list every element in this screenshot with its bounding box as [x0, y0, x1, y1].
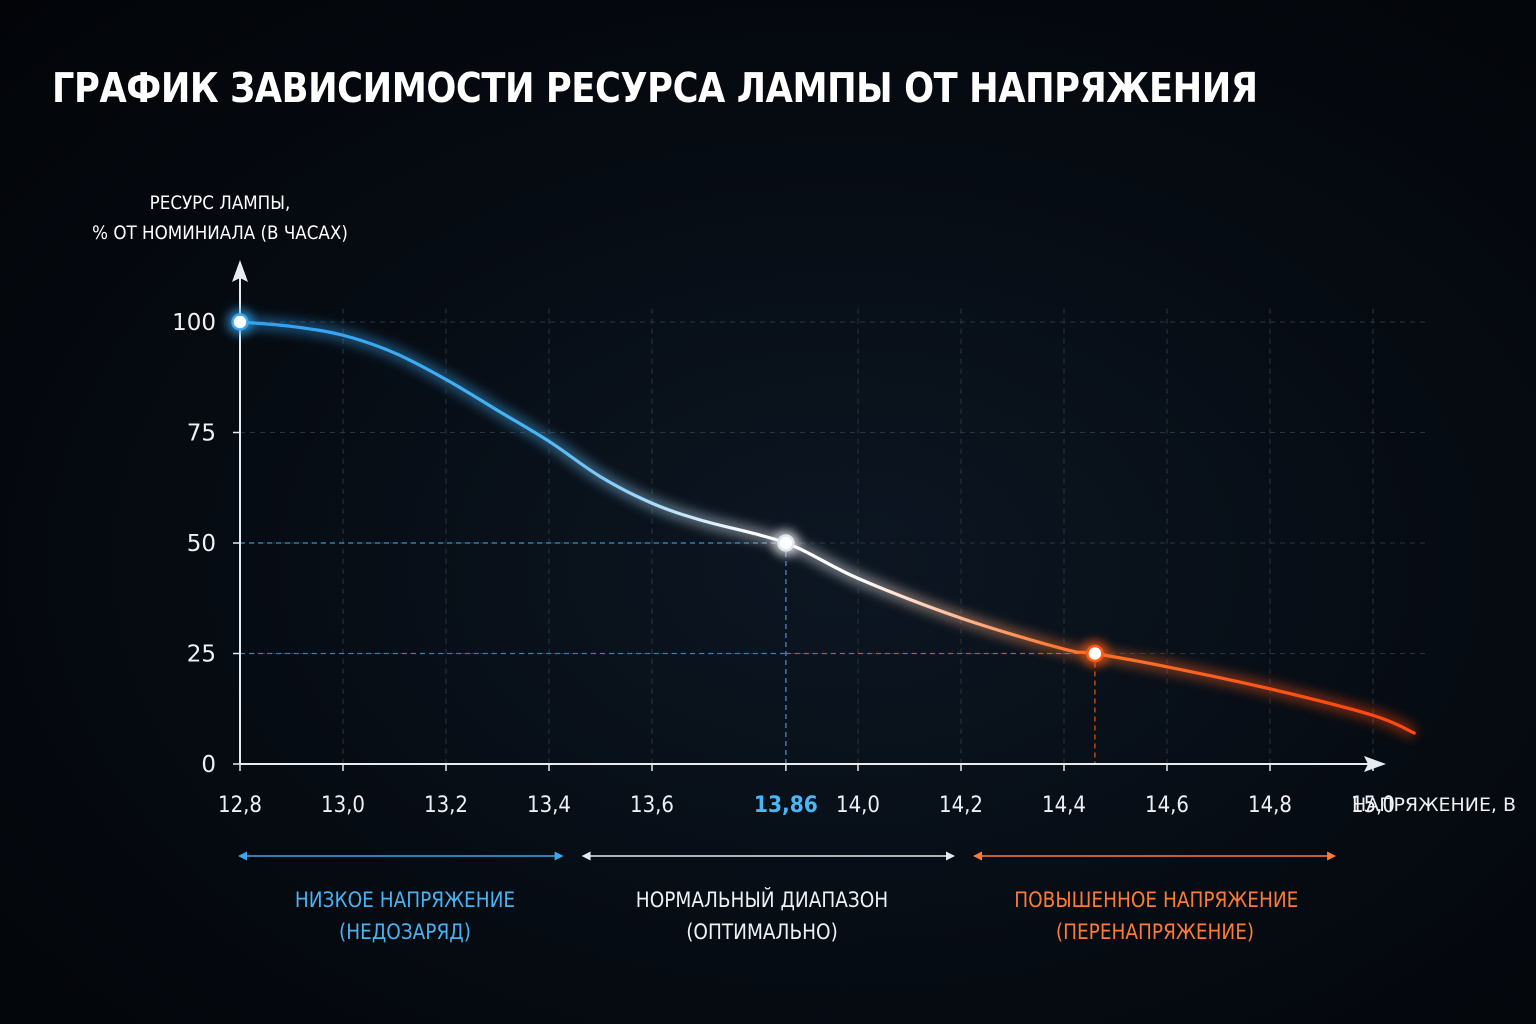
zone-arrow-head-right — [554, 851, 564, 861]
x-tick-label: 13,2 — [424, 793, 468, 818]
guide-lines — [240, 542, 1096, 764]
x-axis-label: НАПРЯЖЕНИЕ, В — [1352, 794, 1516, 816]
zone-normal-label: НОРМАЛЬНЫЙ ДИАПАЗОН (ОПТИМАЛЬНО) — [621, 884, 903, 948]
zone-high-label: ПОВЫШЕННОЕ НАПРЯЖЕНИЕ (ПЕРЕНАПРЯЖЕНИЕ) — [1014, 884, 1299, 948]
highlight-point — [1086, 644, 1104, 663]
zone-arrow-head-left — [581, 851, 591, 861]
y-tick-label: 75 — [187, 421, 216, 447]
series-line — [238, 320, 1416, 735]
zone-high-line-1: ПОВЫШЕННОЕ НАПРЯЖЕНИЕ — [1014, 888, 1299, 912]
y-axis-arrow — [232, 260, 248, 282]
zone-normal-line-1: НОРМАЛЬНЫЙ ДИАПАЗОН — [635, 888, 889, 912]
zone-arrow-head-left — [238, 851, 247, 861]
zone-arrow-head-right — [946, 851, 955, 861]
x-tick-label: 14,6 — [1145, 793, 1189, 818]
x-tick-label: 14,2 — [939, 793, 983, 818]
zone-normal-line-2: (ОПТИМАЛЬНО) — [686, 920, 838, 944]
x-tick-label: 14,4 — [1042, 793, 1086, 818]
y-tick-label: 25 — [187, 642, 216, 668]
y-axis-label-line-1: РЕСУРС ЛАМПЫ, — [149, 192, 291, 214]
x-tick-label: 13,0 — [321, 793, 365, 818]
y-tick-label: 50 — [187, 531, 216, 557]
zone-low-line-1: НИЗКОЕ НАПРЯЖЕНИЕ — [294, 888, 516, 912]
chart-title: ГРАФИК ЗАВИСИМОСТИ РЕСУРСА ЛАМПЫ ОТ НАПР… — [52, 64, 1258, 112]
zone-arrow-head-right — [1327, 851, 1337, 861]
zone-low-line-2: (НЕДОЗАРЯД) — [339, 920, 471, 944]
y-axis-label: РЕСУРС ЛАМПЫ, % ОТ НОМИНИАЛА (В ЧАСАХ) — [79, 188, 361, 248]
zone-high-line-2: (ПЕРЕНАПРЯЖЕНИЕ) — [1055, 920, 1255, 944]
y-tick-label: 0 — [201, 752, 216, 778]
zone-arrow-head-left — [973, 851, 982, 861]
data-series — [238, 317, 1417, 738]
x-tick-label: 13,86 — [754, 793, 818, 818]
x-tick-label: 12,8 — [218, 793, 262, 818]
series-line-glow — [239, 317, 1417, 738]
x-axis-arrow — [1364, 756, 1386, 772]
x-tick-label: 15,0 — [1351, 793, 1395, 818]
zone-low-label: НИЗКОЕ НАПРЯЖЕНИЕ (НЕДОЗАРЯД) — [264, 884, 546, 948]
x-tick-label: 14,0 — [836, 793, 880, 818]
axes — [232, 260, 1386, 772]
y-axis-label-line-2: % ОТ НОМИНИАЛА (В ЧАСАХ) — [92, 222, 348, 244]
x-tick-label: 14,8 — [1248, 793, 1292, 818]
zone-arrows — [238, 851, 1337, 861]
x-tick-label: 13,6 — [630, 793, 674, 818]
y-tick-label: 100 — [172, 310, 216, 336]
tick-labels: 12,8 13,0 13,2 13,4 13,6 13,86 14,0 14,2 14,4 14,… — [172, 310, 1516, 818]
highlighted-points — [227, 309, 1108, 667]
highlight-point — [777, 534, 795, 552]
grid — [240, 308, 1430, 764]
x-tick-label: 13,4 — [527, 793, 571, 818]
highlight-point — [231, 313, 249, 331]
